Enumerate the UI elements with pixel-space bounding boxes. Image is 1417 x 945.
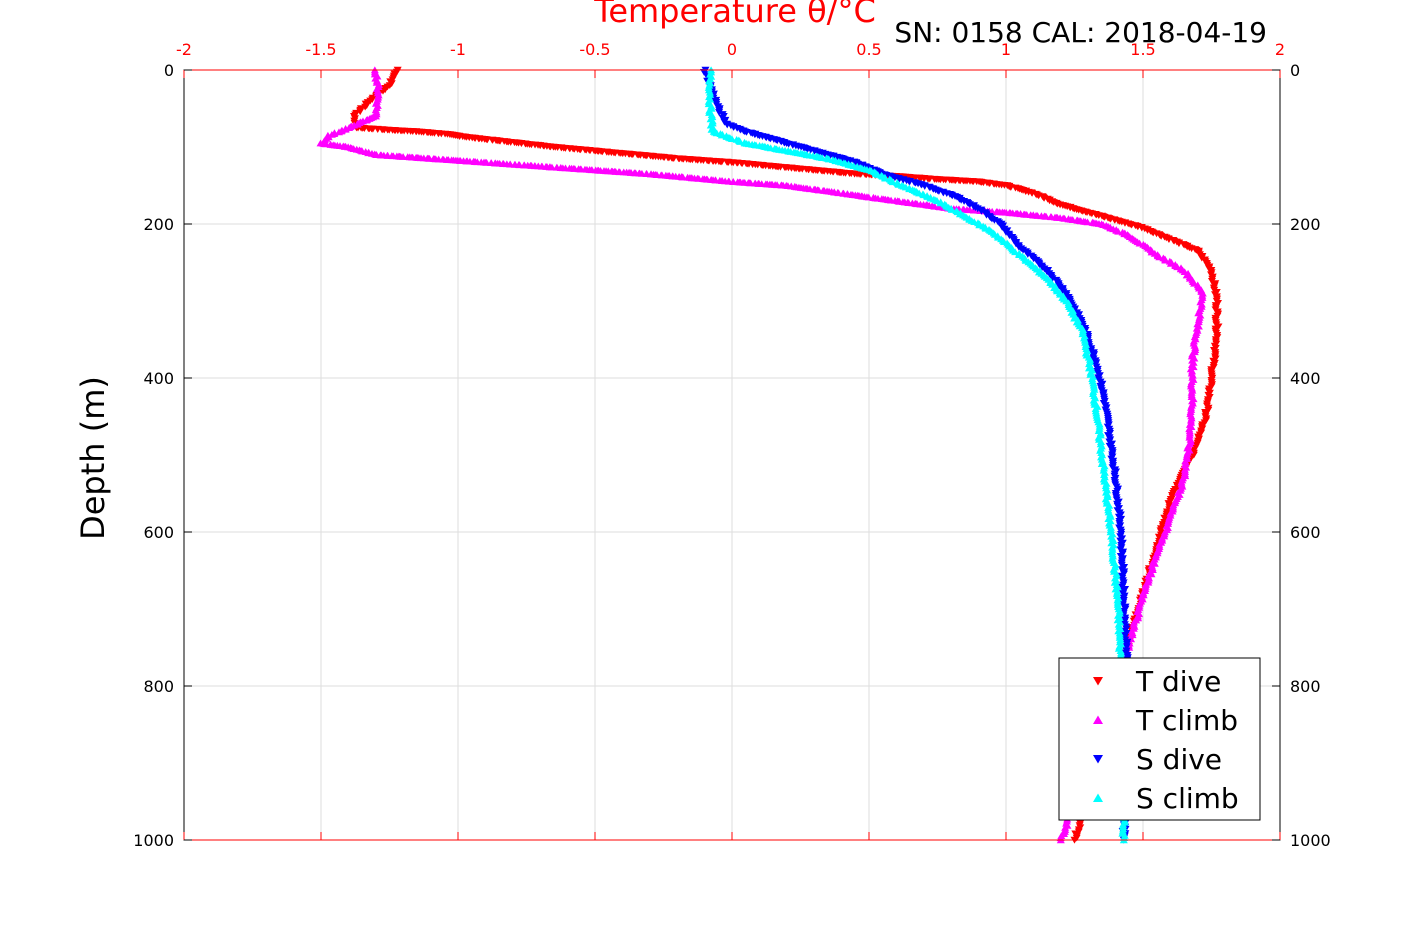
legend-label: S dive: [1136, 743, 1222, 776]
y-axis-title: Depth (m): [74, 376, 112, 540]
y-tick-label-right: 800: [1290, 677, 1321, 696]
data-point: [1189, 451, 1198, 459]
data-point: [881, 174, 890, 182]
legend-marker: [1093, 755, 1103, 764]
data-point: [334, 128, 343, 136]
x-tick-label: 1: [1001, 40, 1011, 59]
y-tick-label-right: 1000: [1290, 831, 1331, 850]
legend-marker: [1093, 793, 1103, 802]
data-point: [1083, 218, 1092, 226]
data-point: [1197, 254, 1206, 262]
y-tick-label-right: 400: [1290, 369, 1321, 388]
series-t-dive: [350, 66, 1223, 844]
legend-box: [1058, 657, 1261, 821]
legend-marker: [1093, 677, 1103, 686]
x-axis-title: Temperature θ/°C: [593, 0, 876, 30]
y-tick-label-right: 200: [1290, 215, 1321, 234]
legend-marker: [1093, 715, 1103, 724]
legend-label: T climb: [1135, 704, 1238, 737]
y-tick-label-left: 0: [164, 61, 174, 80]
data-point: [1161, 256, 1170, 264]
x-tick-label: 1.5: [1130, 40, 1155, 59]
x-tick-label: 2: [1275, 40, 1285, 59]
data-point: [1166, 260, 1175, 267]
y-tick-label-left: 400: [143, 369, 174, 388]
data-point: [1074, 828, 1083, 836]
data-point: [727, 135, 736, 143]
calibration-annotation: SN: 0158 CAL: 2018-04-19: [894, 16, 1267, 49]
legend-label: S climb: [1136, 782, 1239, 815]
data-point: [888, 178, 897, 186]
y-tick-label-left: 800: [143, 677, 174, 696]
data-point: [947, 206, 956, 213]
y-tick-label-left: 600: [143, 523, 174, 542]
x-tick-label: -2: [176, 40, 192, 59]
data-point: [715, 109, 724, 116]
x-tick-label: -0.5: [579, 40, 610, 59]
legend: T dive T climb S dive S climb: [1058, 657, 1261, 821]
y-tick-label-right: 600: [1290, 523, 1321, 542]
x-tick-label: 0: [727, 40, 737, 59]
x-tick-label: -1: [450, 40, 466, 59]
y-tick-label-right: 0: [1290, 61, 1300, 80]
data-point: [547, 163, 556, 171]
y-tick-label-left: 200: [143, 215, 174, 234]
x-tick-label: -1.5: [305, 40, 336, 59]
data-point: [1207, 278, 1216, 285]
legend-label: T dive: [1135, 665, 1221, 698]
data-point: [717, 131, 726, 139]
x-tick-label: 0.5: [856, 40, 881, 59]
y-tick-label-left: 1000: [133, 831, 174, 850]
